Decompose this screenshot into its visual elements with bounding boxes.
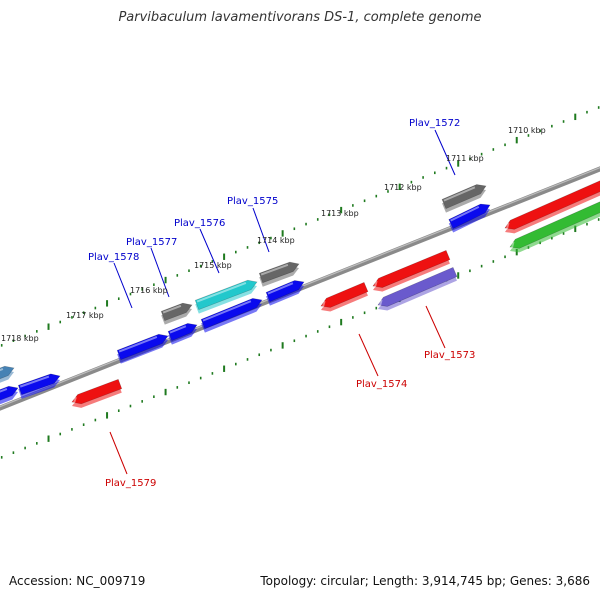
gene-arrow-left-edge-2-body: [0, 385, 19, 401]
gene-label-plav-1576[interactable]: Plav_1576: [174, 218, 225, 229]
scale-label-1710: 1710 kbp: [508, 126, 546, 135]
gene-arrow-plav-1577-highlight: [162, 304, 182, 314]
gene-arrow-plav-1576-b-highlight: [202, 300, 252, 322]
gene-label-plav-1572[interactable]: Plav_1572: [409, 118, 460, 129]
gene-label-plav-1575[interactable]: Plav_1575: [227, 196, 278, 207]
scale-label-1715: 1715 kbp: [194, 261, 232, 270]
map-title: Parvibaculum lavamentivorans DS-1, compl…: [118, 10, 482, 25]
gene-label-plav-1574[interactable]: Plav_1574: [356, 379, 407, 390]
scale-label-1714: 1714 kbp: [257, 236, 295, 245]
gene-arrow-plav-1573: [377, 267, 458, 311]
gene-arrow-plav-1572-highlight: [443, 186, 476, 202]
gene-label-plav-1578[interactable]: Plav_1578: [88, 252, 139, 263]
callout-plav-1575: [252, 207, 270, 253]
scale-label-1711: 1711 kbp: [446, 154, 484, 163]
gene-arrow-plav-1574-body: [320, 282, 369, 308]
callout-plav-1574: [358, 333, 379, 377]
gene-arrow-plav-1577-b-highlight: [169, 325, 187, 334]
gene-label-plav-1579[interactable]: Plav_1579: [105, 478, 156, 489]
scale-label-1712: 1712 kbp: [384, 183, 422, 192]
gene-arrow-plav-1577-b-body: [167, 323, 198, 342]
gene-arrow-plav-1578-a-highlight: [19, 375, 50, 388]
gene-arrow-plav-1572-b-body: [448, 203, 491, 229]
gene-arrow-plav-1573-a-body: [372, 249, 451, 288]
gene-arrow-right-green-body: [509, 201, 600, 249]
gene-arrow-plav-1578-highlight: [118, 336, 158, 353]
gene-arrow-right-green-highlight: [510, 241, 515, 249]
callout-plav-1572: [434, 129, 456, 176]
scale-label-1718: 1718 kbp: [1, 334, 39, 343]
gene-arrow-left-edge-1-highlight: [0, 367, 4, 372]
callout-plav-1576: [199, 228, 220, 274]
gene-arrow-plav-1575-highlight: [260, 263, 289, 276]
gene-arrow-plav-1575-body: [258, 261, 300, 284]
callout-plav-1578: [113, 262, 133, 309]
gene-arrow-left-edge-1: [0, 365, 15, 383]
gene-arrow-plav-1577: [160, 302, 193, 325]
gene-arrow-plav-1575: [258, 261, 300, 287]
scale-label-1716: 1716 kbp: [130, 286, 168, 295]
gene-arrow-plav-1573-body: [377, 267, 458, 307]
gene-arrow-right-red: [504, 180, 600, 234]
gene-features: [0, 180, 600, 408]
gene-arrow-plav-1578-body: [116, 333, 169, 361]
gene-arrow-right-red-highlight: [505, 222, 510, 230]
gene-arrow-left-edge-1-body: [0, 365, 15, 380]
gene-arrow-plav-1578-a: [17, 373, 61, 399]
gene-arrow-plav-1572: [441, 184, 487, 213]
callout-plav-1579: [109, 431, 128, 475]
gene-arrow-plav-1576-b-body: [200, 298, 263, 330]
gene-arrow-plav-1579: [71, 378, 123, 408]
callout-plav-1573: [425, 305, 446, 349]
gene-arrow-plav-1572-b: [448, 203, 491, 233]
scale-label-1717: 1717 kbp: [66, 311, 104, 320]
gene-arrow-plav-1574-highlight: [321, 300, 326, 308]
gene-arrow-plav-1578: [116, 333, 169, 364]
gene-arrow-plav-1578-a-body: [17, 373, 61, 396]
gene-label-plav-1573[interactable]: Plav_1573: [424, 350, 475, 361]
gene-arrow-plav-1574: [320, 282, 369, 312]
gene-arrow-plav-1579-highlight: [72, 396, 77, 404]
gene-arrow-plav-1576-body: [194, 279, 258, 311]
genome-summary-text: Topology: circular; Length: 3,914,745 bp…: [260, 574, 590, 588]
gene-arrow-plav-1577-body: [160, 302, 193, 322]
gene-arrow-right-red-body: [504, 180, 600, 230]
gene-arrow-left-edge-2: [0, 385, 19, 405]
gene-arrow-left-edge-2-highlight: [0, 387, 8, 393]
outer-scale-ticks: [0, 106, 600, 347]
scale-label-1713: 1713 kbp: [321, 209, 359, 218]
gene-callout-lines: [109, 129, 456, 475]
gene-arrow-plav-1575-b-highlight: [267, 282, 294, 295]
accession-text: Accession: NC_009719: [9, 574, 146, 588]
gene-arrow-plav-1572-b-highlight: [450, 205, 480, 222]
callout-plav-1577: [150, 247, 170, 298]
gene-arrow-plav-1577-b: [167, 323, 198, 345]
gene-arrow-plav-1576-highlight: [196, 281, 247, 303]
gene-label-plav-1577[interactable]: Plav_1577: [126, 237, 177, 248]
gene-arrow-right-green: [509, 201, 600, 253]
gene-arrow-plav-1576: [194, 279, 258, 314]
gene-arrow-plav-1573-highlight: [378, 299, 383, 307]
gene-arrow-plav-1575-b-body: [265, 280, 305, 303]
gene-arrow-plav-1572-body: [441, 184, 487, 209]
gene-arrow-plav-1579-body: [71, 378, 123, 405]
gene-arrow-plav-1575-b: [265, 280, 305, 306]
gene-arrow-plav-1573-a-highlight: [373, 280, 378, 288]
gene-arrow-plav-1573-a: [372, 249, 451, 292]
gene-arrow-plav-1576-b: [200, 298, 263, 333]
